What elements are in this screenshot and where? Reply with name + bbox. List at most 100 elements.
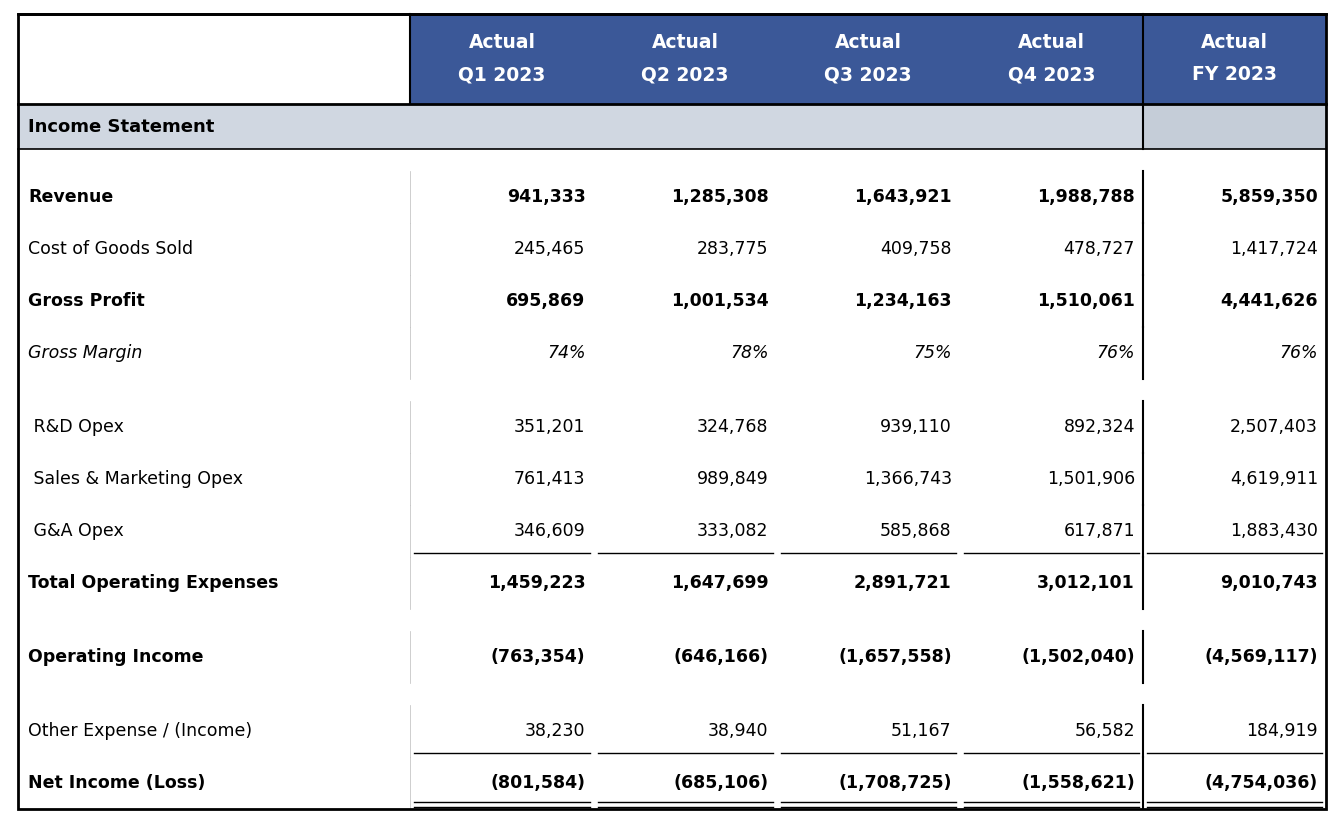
Text: 1,647,699: 1,647,699 bbox=[671, 574, 769, 592]
Text: (1,558,621): (1,558,621) bbox=[1021, 774, 1134, 792]
Text: (1,708,725): (1,708,725) bbox=[839, 774, 952, 792]
Text: 3,012,101: 3,012,101 bbox=[1038, 574, 1134, 592]
Bar bbox=[17, 223, 1327, 275]
Text: Cost of Goods Sold: Cost of Goods Sold bbox=[28, 240, 194, 258]
Text: (1,502,040): (1,502,040) bbox=[1021, 648, 1134, 666]
Text: 1,988,788: 1,988,788 bbox=[1038, 188, 1134, 206]
Bar bbox=[17, 757, 1327, 809]
Text: Gross Profit: Gross Profit bbox=[28, 292, 145, 310]
Text: (1,657,558): (1,657,558) bbox=[839, 648, 952, 666]
Text: 9,010,743: 9,010,743 bbox=[1220, 574, 1318, 592]
Bar bbox=[17, 104, 410, 149]
Text: 478,727: 478,727 bbox=[1063, 240, 1134, 258]
Text: Actual: Actual bbox=[1017, 33, 1085, 52]
Bar bbox=[17, 171, 1327, 223]
Text: Net Income (Loss): Net Income (Loss) bbox=[28, 774, 206, 792]
Text: Actual: Actual bbox=[835, 33, 902, 52]
Text: 283,775: 283,775 bbox=[698, 240, 769, 258]
Text: 1,285,308: 1,285,308 bbox=[671, 188, 769, 206]
Text: 989,849: 989,849 bbox=[698, 470, 769, 488]
Text: Actual: Actual bbox=[469, 33, 535, 52]
Text: 2,891,721: 2,891,721 bbox=[853, 574, 952, 592]
Text: 74%: 74% bbox=[547, 344, 586, 362]
Bar bbox=[777, 104, 960, 149]
Text: Revenue: Revenue bbox=[28, 188, 113, 206]
Text: 939,110: 939,110 bbox=[880, 418, 952, 436]
Text: 1,417,724: 1,417,724 bbox=[1230, 240, 1318, 258]
Bar bbox=[17, 14, 410, 104]
Text: G&A Opex: G&A Opex bbox=[28, 522, 124, 540]
Bar bbox=[17, 705, 1327, 757]
Text: 1,234,163: 1,234,163 bbox=[855, 292, 952, 310]
Text: Actual: Actual bbox=[1202, 33, 1267, 52]
Text: 1,001,534: 1,001,534 bbox=[671, 292, 769, 310]
Text: 5,859,350: 5,859,350 bbox=[1220, 188, 1318, 206]
Text: Q3 2023: Q3 2023 bbox=[824, 65, 913, 85]
Text: 184,919: 184,919 bbox=[1246, 722, 1318, 740]
Text: Sales & Marketing Opex: Sales & Marketing Opex bbox=[28, 470, 243, 488]
Bar bbox=[777, 14, 960, 104]
Text: 2,507,403: 2,507,403 bbox=[1230, 418, 1318, 436]
Bar bbox=[960, 104, 1142, 149]
Text: Total Operating Expenses: Total Operating Expenses bbox=[28, 574, 278, 592]
Bar bbox=[17, 275, 1327, 327]
Text: 617,871: 617,871 bbox=[1063, 522, 1134, 540]
Text: 941,333: 941,333 bbox=[507, 188, 586, 206]
Bar bbox=[1142, 104, 1327, 149]
Text: 76%: 76% bbox=[1279, 344, 1318, 362]
Text: 585,868: 585,868 bbox=[880, 522, 952, 540]
Text: 38,940: 38,940 bbox=[708, 722, 769, 740]
Text: Q2 2023: Q2 2023 bbox=[641, 65, 728, 85]
Text: 75%: 75% bbox=[914, 344, 952, 362]
Text: 346,609: 346,609 bbox=[513, 522, 586, 540]
Text: FY 2023: FY 2023 bbox=[1192, 65, 1277, 85]
Bar bbox=[960, 14, 1142, 104]
Bar bbox=[17, 505, 1327, 557]
Text: 4,441,626: 4,441,626 bbox=[1220, 292, 1318, 310]
Text: 761,413: 761,413 bbox=[513, 470, 586, 488]
Bar bbox=[1142, 14, 1327, 104]
Bar bbox=[17, 327, 1327, 379]
Text: 1,883,430: 1,883,430 bbox=[1230, 522, 1318, 540]
Text: R&D Opex: R&D Opex bbox=[28, 418, 124, 436]
Text: 324,768: 324,768 bbox=[698, 418, 769, 436]
Text: 351,201: 351,201 bbox=[513, 418, 586, 436]
Text: (4,569,117): (4,569,117) bbox=[1204, 648, 1318, 666]
Text: 1,459,223: 1,459,223 bbox=[488, 574, 586, 592]
Text: Q1 2023: Q1 2023 bbox=[458, 65, 546, 85]
Bar bbox=[17, 557, 1327, 609]
Bar bbox=[410, 14, 594, 104]
Text: Actual: Actual bbox=[652, 33, 719, 52]
Text: Q4 2023: Q4 2023 bbox=[1008, 65, 1095, 85]
Bar bbox=[594, 104, 777, 149]
Text: (763,354): (763,354) bbox=[491, 648, 586, 666]
Text: 1,501,906: 1,501,906 bbox=[1047, 470, 1134, 488]
Text: 333,082: 333,082 bbox=[698, 522, 769, 540]
Text: 409,758: 409,758 bbox=[880, 240, 952, 258]
Bar bbox=[17, 453, 1327, 505]
Text: 695,869: 695,869 bbox=[507, 292, 586, 310]
Text: (4,754,036): (4,754,036) bbox=[1204, 774, 1318, 792]
Text: 245,465: 245,465 bbox=[515, 240, 586, 258]
Text: 78%: 78% bbox=[730, 344, 769, 362]
Text: 38,230: 38,230 bbox=[526, 722, 586, 740]
Bar bbox=[17, 631, 1327, 683]
Text: (801,584): (801,584) bbox=[491, 774, 586, 792]
Text: (685,106): (685,106) bbox=[673, 774, 769, 792]
Text: Other Expense / (Income): Other Expense / (Income) bbox=[28, 722, 253, 740]
Text: 51,167: 51,167 bbox=[891, 722, 952, 740]
Text: (646,166): (646,166) bbox=[673, 648, 769, 666]
Text: Income Statement: Income Statement bbox=[28, 118, 215, 135]
Text: 892,324: 892,324 bbox=[1063, 418, 1134, 436]
Bar bbox=[17, 401, 1327, 453]
Text: 1,510,061: 1,510,061 bbox=[1038, 292, 1134, 310]
Text: 1,643,921: 1,643,921 bbox=[855, 188, 952, 206]
Text: 56,582: 56,582 bbox=[1074, 722, 1134, 740]
Text: 1,366,743: 1,366,743 bbox=[864, 470, 952, 488]
Bar bbox=[594, 14, 777, 104]
Text: 76%: 76% bbox=[1097, 344, 1134, 362]
Text: 4,619,911: 4,619,911 bbox=[1230, 470, 1318, 488]
Bar bbox=[410, 104, 594, 149]
Text: Operating Income: Operating Income bbox=[28, 648, 203, 666]
Text: Gross Margin: Gross Margin bbox=[28, 344, 142, 362]
